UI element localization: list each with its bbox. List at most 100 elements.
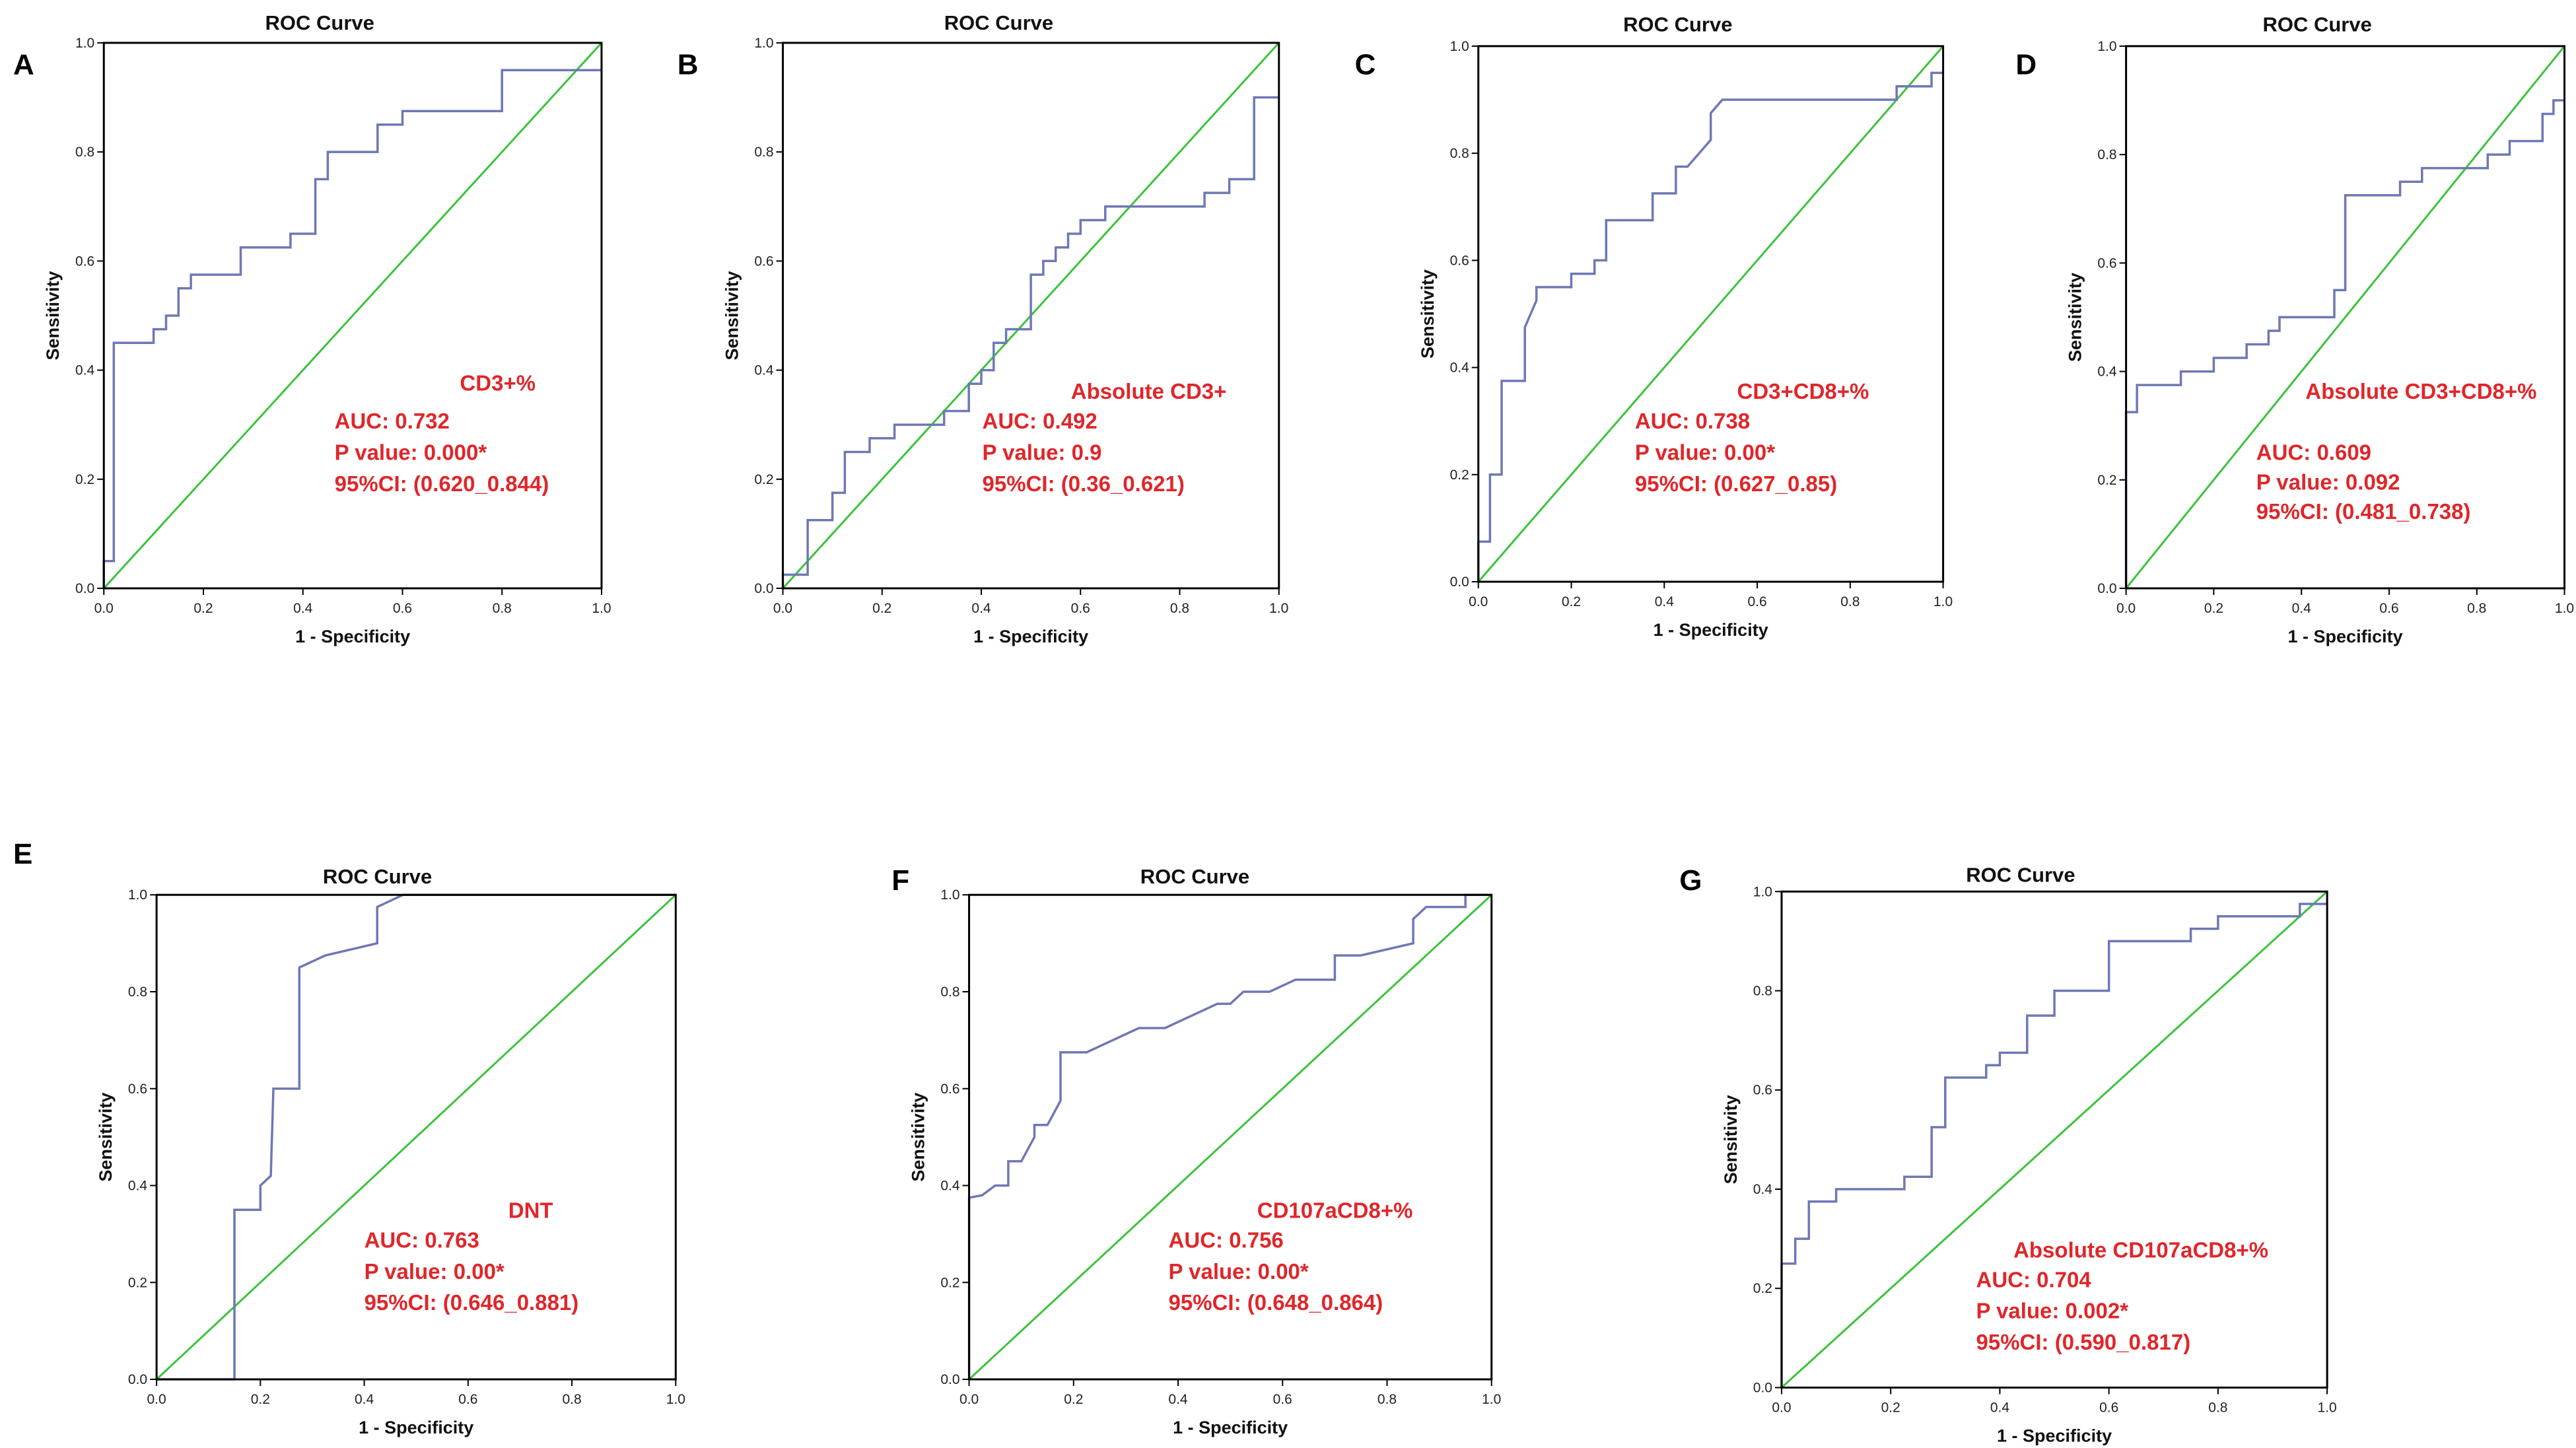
annotation-p-value: P value: 0.9 <box>983 440 1102 464</box>
x-tick-label: 0.2 <box>251 1392 270 1407</box>
y-tick-label: 0.6 <box>1450 253 1469 268</box>
annotation-p-value: P value: 0.000* <box>335 440 487 464</box>
y-tick-label: 0.4 <box>940 1179 960 1194</box>
x-tick-label: 0.2 <box>1562 594 1581 609</box>
y-tick-label: 0.2 <box>940 1275 959 1290</box>
y-axis-label: Sensitivity <box>96 1093 116 1182</box>
y-tick-label: 0.4 <box>2097 364 2117 380</box>
annotation-marker: DNT <box>508 1198 553 1222</box>
x-tick-label: 0.0 <box>773 601 792 616</box>
y-tick-label: 0.8 <box>1450 146 1469 161</box>
panel-d: D ROC Curve 0.0 0.2 0.4 0.6 0.8 1.0 0.0 0.2 0.4 0.6… <box>2015 13 2574 646</box>
plot-frame <box>1780 890 2328 1389</box>
chart-title: ROC Curve <box>1140 865 1249 888</box>
x-tick-label: 1.0 <box>1269 601 1288 616</box>
panel-letter-f: F <box>891 864 909 897</box>
y-tick-label: 1.0 <box>754 36 773 51</box>
reference-line <box>1477 45 1944 583</box>
y-tick-label: 0.0 <box>75 581 94 596</box>
y-tick-label: 1.0 <box>128 887 147 903</box>
x-tick-label: 0.2 <box>2204 601 2223 616</box>
roc-curve <box>1477 71 1943 582</box>
y-axis-label: Sensitivity <box>43 271 63 360</box>
y-tick-label: 0.8 <box>940 984 959 1000</box>
x-tick-label: 0.0 <box>959 1392 979 1407</box>
x-tick-label: 0.2 <box>872 601 891 616</box>
plot-frame <box>102 42 603 590</box>
x-tick-label: 1.0 <box>666 1392 685 1407</box>
annotation-auc: AUC: 0.609 <box>2256 440 2371 464</box>
annotation-auc: AUC: 0.732 <box>335 409 450 433</box>
y-tick-label: 0.4 <box>1753 1182 1773 1197</box>
y-tick-label: 0.0 <box>754 581 773 596</box>
panel-c: C ROC Curve 0.0 0.2 0.4 0.6 0.8 1.0 0.0 0.2 0.4 0.6… <box>1355 13 1953 640</box>
y-tick-label: 0.0 <box>2097 581 2116 596</box>
panel-a: A ROC Curve 0.0 0.2 0.4 0.6 0.8 1.0 0.0 0.2 0.4 0.6… <box>13 11 611 646</box>
y-tick-label: 1.0 <box>75 36 94 51</box>
y-tick-label: 0.8 <box>75 145 94 160</box>
x-tick-label: 0.8 <box>2208 1400 2227 1415</box>
annotation-p-value: P value: 0.002* <box>1976 1299 2129 1323</box>
x-tick-label: 0.0 <box>94 601 114 616</box>
x-tick-label: 0.8 <box>493 601 512 616</box>
y-tick-label: 0.0 <box>1753 1380 1772 1395</box>
panel-letter-g: G <box>1679 864 1702 897</box>
reference-line <box>103 42 603 590</box>
x-tick-label: 0.2 <box>1881 1400 1900 1415</box>
y-tick-label: 0.2 <box>754 472 773 487</box>
annotation-auc: AUC: 0.763 <box>365 1227 479 1252</box>
x-tick-label: 1.0 <box>1933 594 1953 609</box>
x-tick-label: 0.8 <box>1377 1392 1397 1407</box>
annotation-marker: Absolute CD3+CD8+% <box>2305 379 2536 403</box>
y-tick-label: 0.2 <box>1450 467 1469 483</box>
reference-line <box>2125 45 2565 589</box>
y-tick-label: 0.6 <box>940 1082 959 1097</box>
x-tick-label: 0.4 <box>1655 594 1675 609</box>
y-tick-label: 0.8 <box>1753 983 1772 998</box>
chart-title: ROC Curve <box>1623 13 1732 36</box>
annotation-ci: 95%CI: (0.481_0.738) <box>2256 499 2471 524</box>
x-tick-label: 0.2 <box>1064 1392 1083 1407</box>
y-axis-label: Sensitivity <box>1721 1095 1741 1184</box>
y-tick-label: 0.4 <box>1450 361 1470 376</box>
y-tick-label: 0.6 <box>75 254 94 269</box>
x-tick-label: 0.4 <box>971 601 991 616</box>
annotation-ci: 95%CI: (0.627_0.85) <box>1635 471 1837 496</box>
y-tick-label: 0.8 <box>754 145 773 160</box>
panel-letter-e: E <box>13 838 32 870</box>
x-tick-label: 1.0 <box>1482 1392 1501 1407</box>
x-tick-label: 0.4 <box>2292 601 2312 616</box>
chart-title: ROC Curve <box>323 865 432 888</box>
x-axis-label: 1 - Specificity <box>359 1418 473 1437</box>
x-tick-label: 0.6 <box>2099 1400 2118 1415</box>
panel-e: E ROC Curve 0.0 0.2 0.4 0.6 0.8 1.0 0.0 0.2 0.4 0.6… <box>13 838 685 1437</box>
reference-line <box>156 894 677 1381</box>
y-axis-label: Sensitivity <box>1418 269 1438 359</box>
x-tick-label: 0.2 <box>193 601 213 616</box>
y-tick-label: 0.2 <box>128 1275 147 1290</box>
annotation-p-value: P value: 0.00* <box>1635 440 1775 464</box>
x-tick-label: 0.6 <box>458 1392 477 1407</box>
x-tick-label: 0.8 <box>562 1392 581 1407</box>
y-tick-label: 0.2 <box>75 472 94 487</box>
x-tick-label: 0.6 <box>1071 601 1090 616</box>
x-tick-label: 0.0 <box>1469 594 1488 609</box>
y-tick-label: 0.8 <box>2097 147 2116 162</box>
annotation-marker: CD3+% <box>460 371 536 396</box>
y-tick-label: 0.0 <box>1450 574 1469 590</box>
annotation-auc: AUC: 0.704 <box>1976 1267 2092 1292</box>
annotation-marker: CD107aCD8+% <box>1257 1198 1413 1222</box>
x-axis-label: 1 - Specificity <box>295 627 410 646</box>
y-tick-label: 0.0 <box>940 1372 959 1387</box>
roc-curve <box>2124 99 2565 588</box>
plot-frame <box>782 42 1280 590</box>
panel-letter-d: D <box>2015 48 2036 81</box>
annotation-ci: 95%CI: (0.590_0.817) <box>1976 1330 2191 1354</box>
roc-curve <box>1780 903 2328 1388</box>
panel-letter-b: B <box>678 48 699 81</box>
plot-frame <box>2125 45 2566 590</box>
roc-curve <box>102 69 602 588</box>
y-tick-label: 0.2 <box>1753 1281 1772 1296</box>
panel-b: B ROC Curve 0.0 0.2 0.4 0.6 0.8 1.0 0.0 0.2 0.4 0.6… <box>678 11 1289 646</box>
